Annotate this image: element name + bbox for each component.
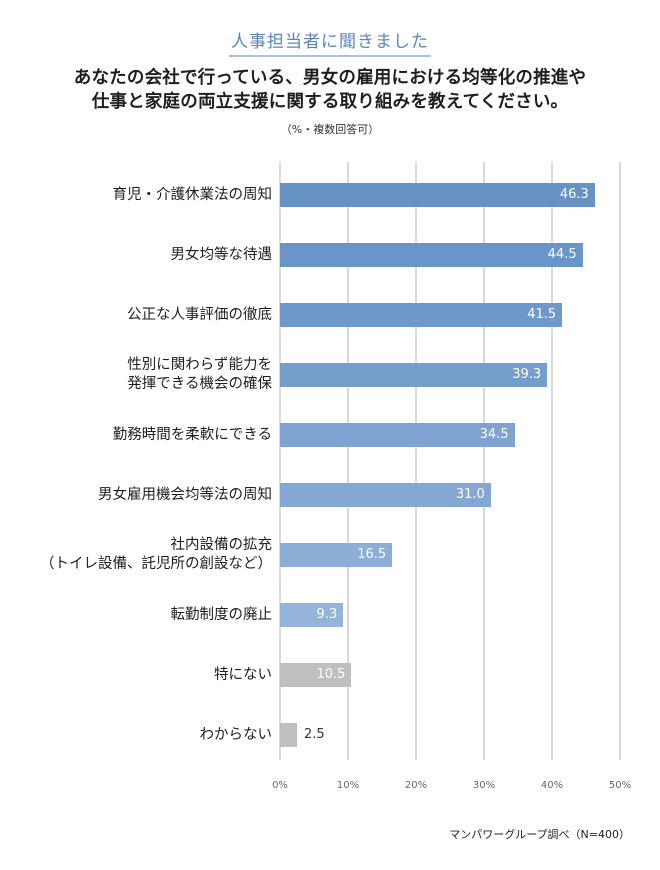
- bar: 16.5: [280, 543, 393, 567]
- gridline: [279, 162, 281, 760]
- bar-value-label: 16.5: [357, 547, 387, 562]
- source-note: マンパワーグループ調べ（N=400）: [449, 828, 630, 841]
- gridline: [551, 162, 553, 760]
- bar: 46.3: [280, 183, 595, 207]
- bar-value-label: 41.5: [527, 307, 557, 322]
- category-label: 社内設備の拡充 （トイレ設備、託児所の創設など）: [40, 537, 272, 572]
- chart-title: あなたの会社で行っている、男女の雇用における均等化の推進や 仕事と家庭の両立支援…: [0, 66, 660, 114]
- bar: 31.0: [280, 483, 491, 507]
- x-tick-label: 20%: [404, 780, 428, 791]
- x-tick-label: 50%: [608, 780, 632, 791]
- gridline: [619, 162, 621, 760]
- x-tick-label: 30%: [472, 780, 496, 791]
- category-label: 勤務時間を柔軟にできる: [112, 426, 272, 443]
- category-label: わからない: [199, 726, 273, 743]
- chart-subtitle: （%・複数回答可）: [280, 123, 380, 136]
- bar-value-label: 2.5: [304, 727, 325, 742]
- bar: 41.5: [280, 303, 563, 327]
- bar: 39.3: [280, 363, 548, 387]
- gridline: [415, 162, 417, 760]
- header-badge-text: 人事担当者に聞きました: [229, 27, 431, 57]
- gridline: [347, 162, 349, 760]
- header-badge: 人事担当者に聞きました: [0, 27, 660, 57]
- plot-area: 46.3 44.5 41.5 39.3 34.5 31.0 16.5 9.3 10.5 2.5: [279, 162, 621, 760]
- category-label: 男女雇用機会均等法の周知: [98, 486, 272, 503]
- chart-title-line-1: あなたの会社で行っている、男女の雇用における均等化の推進や: [73, 68, 587, 88]
- bar-value-label: 44.5: [547, 247, 577, 262]
- bar: 44.5: [280, 243, 583, 267]
- bar: 10.5: [280, 663, 352, 687]
- bar-value-label: 46.3: [559, 187, 589, 202]
- x-tick-label: 0%: [272, 780, 288, 791]
- x-tick-label: 10%: [336, 780, 360, 791]
- bar-value-label: 9.3: [316, 607, 338, 622]
- bar: 34.5: [280, 423, 515, 447]
- category-label: 男女均等な待遇: [170, 246, 273, 263]
- x-tick-label: 40%: [540, 780, 564, 791]
- bar-value-label: 31.0: [455, 487, 485, 502]
- bar-value-label: 39.3: [512, 367, 542, 382]
- bar-value-label: 34.5: [479, 427, 509, 442]
- bar-value-label: 10.5: [316, 667, 346, 682]
- bar: 9.3: [280, 603, 344, 627]
- bar: 2.5: [280, 723, 325, 747]
- gridline: [483, 162, 485, 760]
- category-label: 性別に関わらず能力を 発揮できる機会の確保: [127, 357, 272, 392]
- category-label: 育児・介護休業法の周知: [112, 186, 273, 203]
- category-label: 特にない: [214, 666, 272, 683]
- category-label: 転勤制度の廃止: [170, 606, 273, 623]
- chart-title-line-2: 仕事と家庭の両立支援に関する取り組みを教えてください。: [91, 92, 569, 112]
- category-label: 公正な人事評価の徹底: [127, 306, 272, 323]
